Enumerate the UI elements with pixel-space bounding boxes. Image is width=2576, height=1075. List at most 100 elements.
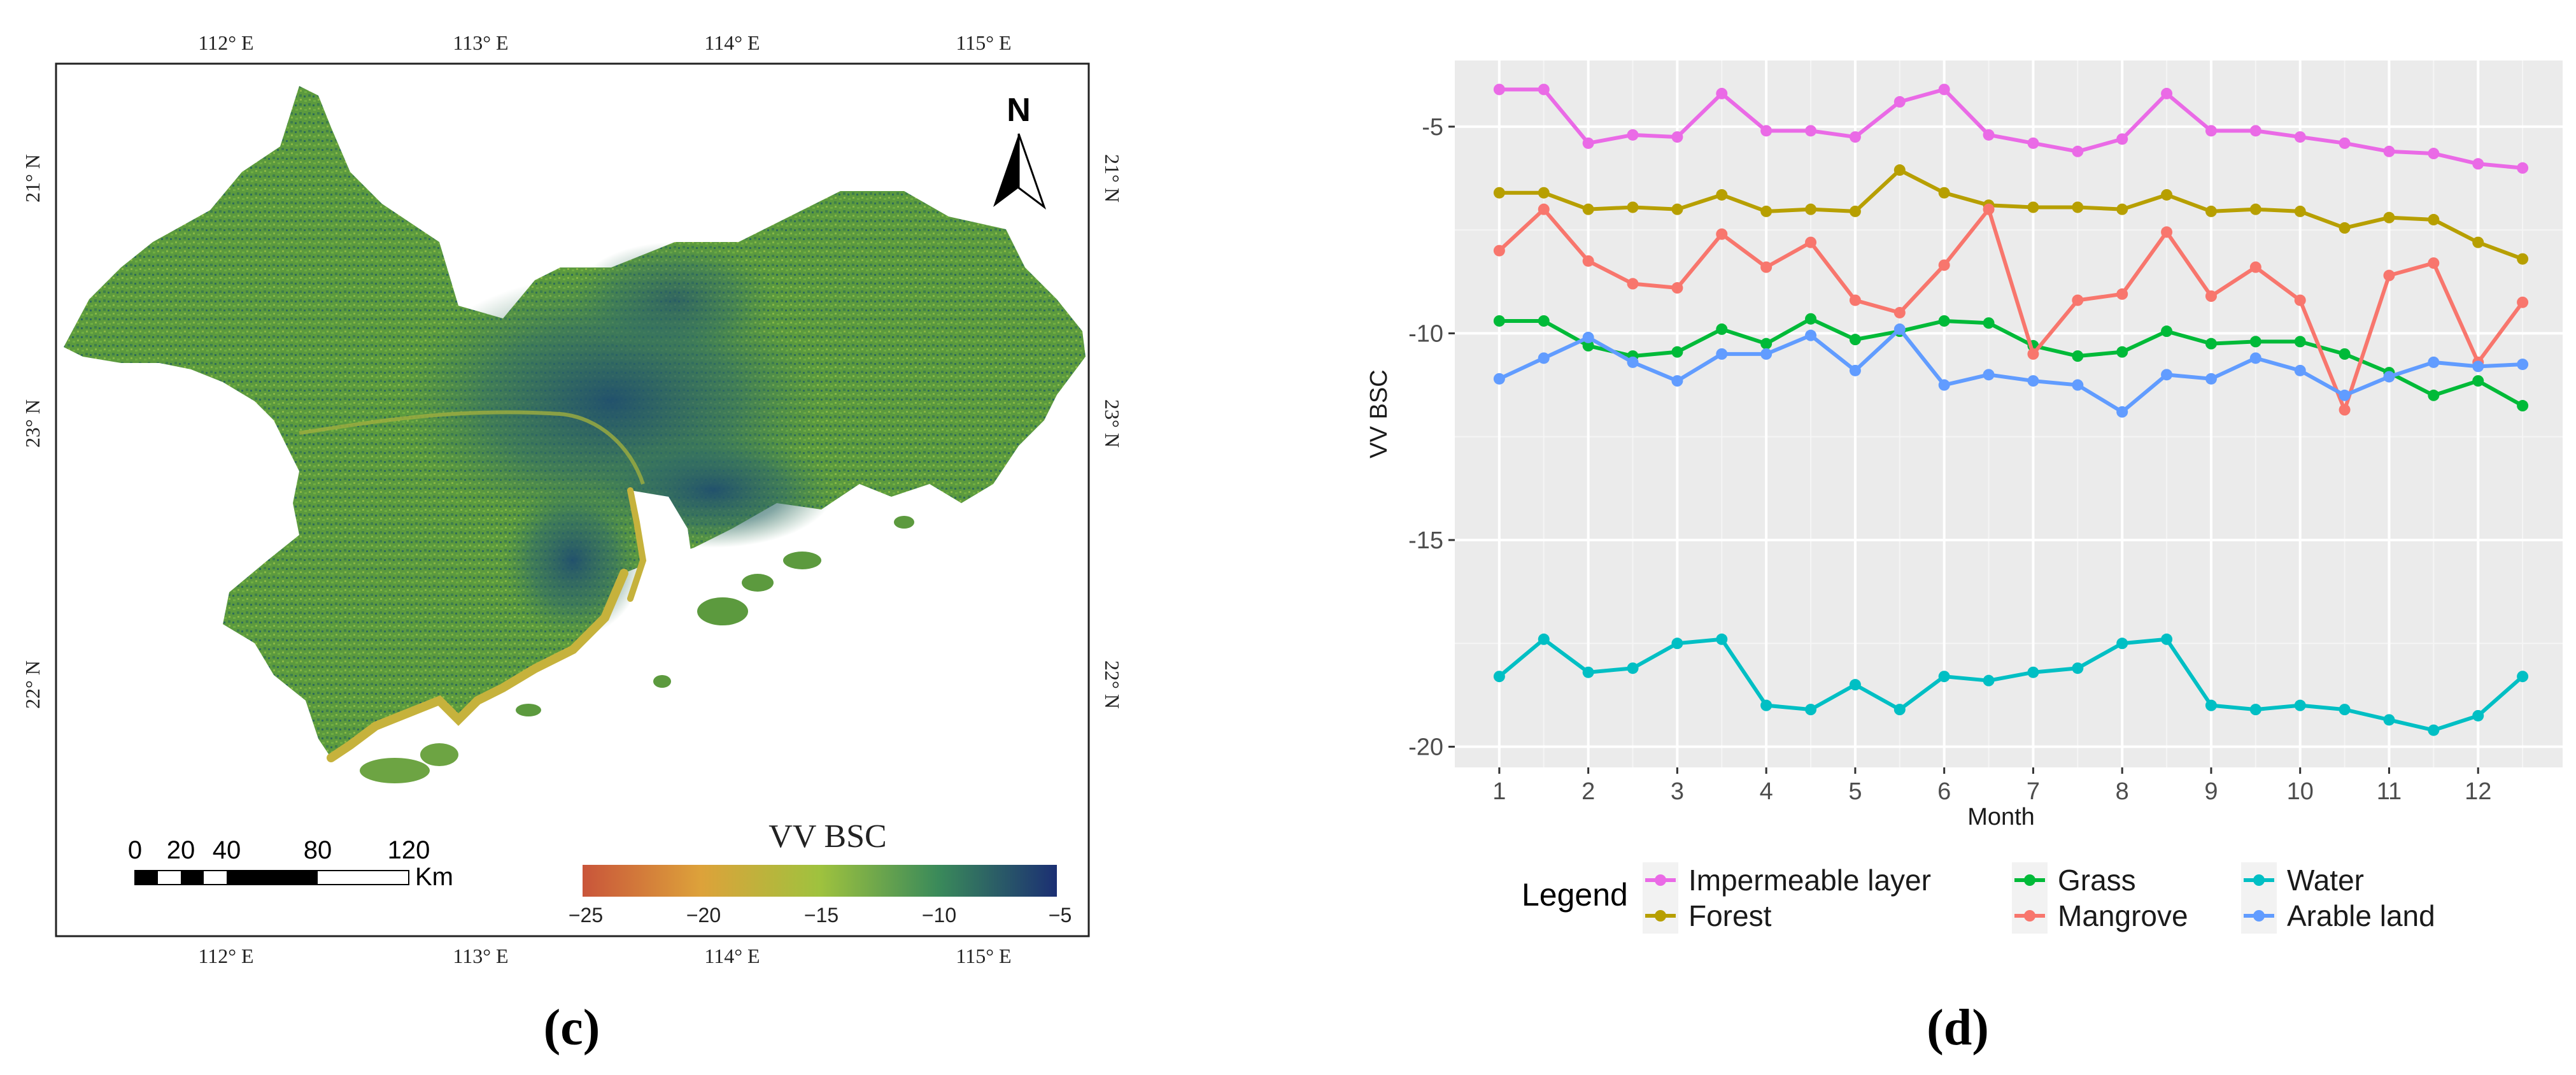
scalebar-unit: Km	[415, 863, 453, 891]
axes: -5-10-15-201 2 3 4 5 6 7 8 9 10 11 12	[1408, 114, 2491, 805]
data-point	[2116, 346, 2128, 358]
legend-item: Forest	[1643, 898, 1772, 934]
data-point	[2205, 373, 2217, 385]
x-tick-label: 7	[2027, 778, 2040, 805]
legend-key-point	[2253, 910, 2265, 922]
legend-key-point	[2024, 910, 2035, 922]
legend-label: Mangrove	[2058, 899, 2188, 932]
legend-label: Arable land	[2287, 899, 2435, 932]
colorbar-tick: −20	[686, 904, 721, 927]
colorbar-tick: −10	[922, 904, 956, 927]
lat-tick-left: 23° N	[21, 399, 44, 448]
x-tick-label: 4	[1760, 778, 1773, 805]
north-arrow-icon	[993, 133, 1047, 210]
data-point	[2517, 162, 2529, 174]
data-point	[1938, 187, 1950, 199]
data-point	[2294, 699, 2306, 711]
island	[360, 758, 430, 783]
data-point	[1582, 137, 1594, 149]
scale-bar	[134, 870, 409, 885]
y-tick-label: -20	[1408, 734, 1443, 761]
data-point	[2205, 125, 2217, 137]
data-point	[1493, 671, 1505, 683]
scalebar-tick: 120	[388, 836, 430, 864]
series-line	[1499, 168, 2524, 261]
data-point	[2383, 211, 2395, 224]
x-tick-label: 2	[1582, 778, 1595, 805]
data-point	[1538, 352, 1550, 364]
data-point	[1538, 187, 1550, 199]
data-point	[1627, 129, 1639, 141]
data-point	[2116, 406, 2128, 418]
data-point	[2072, 350, 2084, 362]
data-point	[2072, 662, 2084, 674]
data-point	[1493, 187, 1505, 199]
data-point	[2072, 145, 2084, 157]
data-point	[1760, 261, 1773, 273]
data-point	[2339, 348, 2351, 360]
grid	[1455, 61, 2563, 767]
data-point	[1805, 313, 1817, 325]
x-tick-label: 12	[2465, 778, 2491, 805]
panel-label-c: (c)	[544, 1000, 600, 1056]
data-point	[2249, 336, 2261, 348]
data-point	[2339, 404, 2351, 416]
colorbar-tick: −25	[569, 904, 603, 927]
series-impermeable-layer	[1493, 83, 2529, 174]
data-point	[1849, 205, 1861, 217]
data-point	[1671, 375, 1683, 387]
data-point	[2472, 360, 2484, 373]
data-point	[2116, 133, 2128, 145]
island	[742, 574, 774, 592]
data-point	[1716, 228, 1728, 240]
legend-label: Impermeable layer	[1688, 864, 1931, 897]
data-point	[2339, 389, 2351, 401]
data-point	[2472, 236, 2484, 248]
data-point	[1760, 699, 1773, 711]
data-point	[2472, 709, 2484, 722]
data-point	[1849, 364, 1861, 376]
lon-tick-top: 112° E	[198, 31, 253, 54]
data-point	[1893, 96, 1906, 108]
data-point	[1849, 679, 1861, 691]
data-point	[1716, 323, 1728, 335]
data-point	[2249, 203, 2261, 215]
lon-tick-bottom: 115° E	[956, 944, 1011, 967]
colorbar-tick: −15	[804, 904, 839, 927]
data-point	[1805, 704, 1817, 716]
data-point	[2294, 294, 2306, 306]
data-point	[1671, 346, 1683, 358]
legend-item: Mangrove	[2012, 898, 2188, 934]
data-point	[2517, 296, 2529, 308]
data-point	[2116, 637, 2128, 650]
data-point	[2249, 704, 2261, 716]
data-point	[2428, 148, 2440, 160]
data-point	[1938, 83, 1950, 96]
data-point	[2339, 137, 2351, 149]
series-mangrove	[1493, 203, 2529, 416]
data-point	[1760, 338, 1773, 350]
scalebar-tick: 40	[213, 836, 241, 864]
lat-tick-right: 21° N	[1101, 154, 1124, 203]
data-point	[2027, 201, 2039, 213]
map-land	[64, 86, 1086, 783]
data-point	[1760, 125, 1773, 137]
lat-tick-right: 23° N	[1101, 399, 1124, 448]
data-point	[1671, 282, 1683, 294]
scalebar-tick: 80	[304, 836, 332, 864]
colorbar-title: VV BSC	[768, 818, 886, 855]
data-point	[2027, 348, 2039, 360]
series-grass	[1493, 313, 2529, 412]
legend-label: Water	[2287, 864, 2364, 897]
data-point	[2428, 389, 2440, 401]
data-point	[1805, 329, 1817, 341]
data-point	[2161, 226, 2173, 238]
data-point	[2249, 125, 2261, 137]
x-tick-label: 3	[1671, 778, 1684, 805]
data-point	[2428, 356, 2440, 368]
x-tick-label: 5	[1848, 778, 1862, 805]
plot-background	[1455, 61, 2563, 767]
data-point	[1538, 633, 1550, 645]
scalebar-tick: 20	[167, 836, 195, 864]
data-point	[2294, 364, 2306, 376]
